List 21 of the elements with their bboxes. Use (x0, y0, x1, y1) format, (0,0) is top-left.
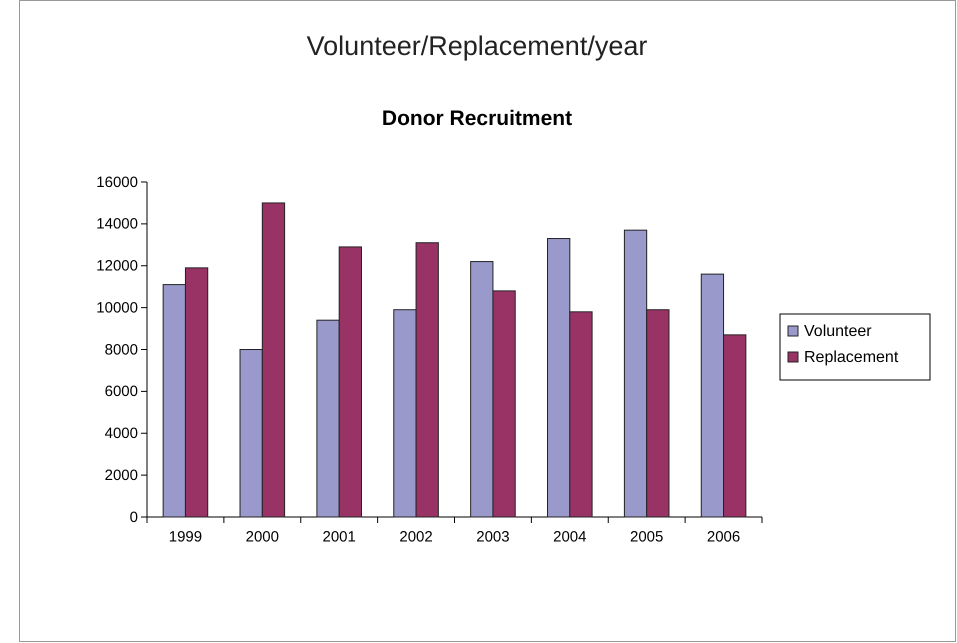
y-tick-label: 10000 (96, 299, 138, 316)
y-tick-label: 2000 (104, 466, 138, 484)
y-tick-label: 12000 (96, 258, 138, 275)
y-tick-label: 4000 (104, 425, 138, 442)
x-tick-label: 2005 (630, 528, 664, 546)
x-tick-label: 2006 (706, 528, 740, 546)
y-tick-label: 16000 (96, 174, 138, 191)
y-tick-label: 8000 (104, 341, 138, 358)
legend-label: Replacement (804, 349, 899, 366)
x-tick-label: 2000 (246, 528, 279, 546)
chart-subtitle: Donor Recruitment (382, 107, 572, 130)
legend-label: Volunteer (804, 323, 872, 340)
y-tick-label: 14000 (96, 216, 138, 233)
x-tick-label: 2001 (322, 528, 356, 546)
x-tick-label: 2002 (399, 528, 433, 546)
x-tick-label: 2004 (553, 528, 586, 546)
x-tick-label: 1999 (168, 528, 202, 546)
chart-title: Volunteer/Replacement/year (306, 31, 648, 61)
y-tick-label: 6000 (104, 383, 138, 400)
x-tick-label: 2003 (476, 528, 510, 546)
y-tick-label: 0 (130, 508, 138, 526)
